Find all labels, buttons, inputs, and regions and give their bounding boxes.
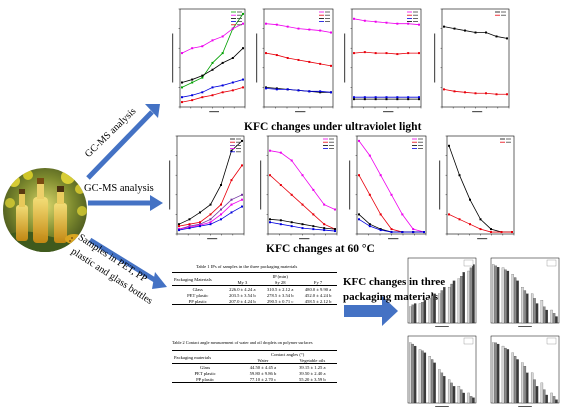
heat-chart-2 xyxy=(260,135,338,240)
table2-cell: 39.15 ± 1.25 a xyxy=(299,364,326,370)
table1-cell: 203.5 ± 3.54 b xyxy=(229,292,256,298)
heat-chart-3 xyxy=(349,135,427,240)
table2-cell: 77.10 ± 2.70 c xyxy=(238,376,288,383)
table2: Packaging materials Contact angles (°) W… xyxy=(172,350,337,383)
arrow-to-bar-charts xyxy=(344,296,398,326)
pack-bar-chart-2 xyxy=(490,257,560,327)
table2-cell: 59.80 ± 9.86 b xyxy=(249,370,277,376)
table2-cell: 39.50 ± 2.40 a xyxy=(299,370,326,376)
table2-cell: 44.50 ± 4.45 a xyxy=(249,364,277,370)
table1-row-name: PP plastic xyxy=(172,298,224,305)
oil-bottles-photo xyxy=(3,168,87,252)
table1-ip-header: IP (min) xyxy=(223,272,337,279)
heat-heading-unit: °C xyxy=(361,243,375,255)
table1-col: Sy 28 xyxy=(261,279,300,286)
table-row: Glass 226.0 ± 4.24 a 310.5 ± 2.12 a 480.… xyxy=(172,286,337,293)
table-row: PET plastic 203.5 ± 3.54 b 278.5 ± 3.54 … xyxy=(172,292,337,298)
table2-cell: 55.20 ± 3.59 b xyxy=(287,376,337,383)
table1-cell: 310.5 ± 2.12 a xyxy=(267,286,294,292)
table1-col: Fy 7 xyxy=(299,279,337,286)
table-row: PP plastic 77.10 ± 2.70 c 55.20 ± 3.59 b xyxy=(172,376,337,383)
arrow-to-uv-charts xyxy=(86,104,160,180)
table1-title: Table 1 IPs of samples in the three pack… xyxy=(196,264,298,269)
table1-cell: 290.5 ± 0.71 c xyxy=(261,298,300,305)
heat-chart-1 xyxy=(169,135,245,240)
heat-heading-text: KFC changes at 60 xyxy=(266,243,362,255)
gcms-analysis-label-middle: GC-MS analysis xyxy=(84,183,154,194)
table1-col: My 3 xyxy=(223,279,262,286)
table1: Packaging Materials IP (min) My 3 Sy 28 … xyxy=(172,272,337,305)
table1-cell: 452.0 ± 4.24 b xyxy=(304,292,332,298)
table1-row-name: Glass xyxy=(192,286,203,292)
heat-heading: KFC changes at 60 °C xyxy=(266,243,375,255)
table-row: PP plastic 207.0 ± 4.24 b 290.5 ± 0.71 c… xyxy=(172,298,337,305)
pack-bar-chart-3 xyxy=(407,335,477,407)
uv-heading: KFC changes under ultraviolet light xyxy=(244,121,422,133)
uv-chart-1 xyxy=(172,8,246,113)
table-row: Glass 44.50 ± 4.45 a 39.15 ± 1.25 a xyxy=(172,364,337,371)
arrow-to-heat-charts xyxy=(88,195,163,211)
arrow-to-packaging-tables xyxy=(88,237,167,289)
table2-col: Water xyxy=(238,357,288,364)
table2-row-name: PET plastic xyxy=(194,370,216,376)
table1-cell: 207.0 ± 4.24 b xyxy=(223,298,262,305)
pack-bar-chart-4 xyxy=(490,335,560,407)
uv-chart-3 xyxy=(344,8,422,113)
table2-angle-header: Contact angles (°) xyxy=(238,350,337,357)
table2-col-group: Packaging materials xyxy=(172,350,239,364)
uv-chart-4 xyxy=(434,8,510,113)
table-row: PET plastic 59.80 ± 9.86 b 39.50 ± 2.40 … xyxy=(172,370,337,376)
table1-cell: 458.5 ± 2.12 b xyxy=(299,298,337,305)
table1-cell: 480.0 ± 9.90 a xyxy=(304,286,332,292)
table1-col-group: Packaging Materials xyxy=(172,272,224,286)
table1-row-name: PET plastic xyxy=(187,292,209,298)
table2-col: Vegetable oils xyxy=(287,357,337,364)
table1-cell: 278.5 ± 3.54 b xyxy=(266,292,294,298)
table2-row-name: PP plastic xyxy=(172,376,239,383)
heat-chart-4 xyxy=(439,135,515,240)
table1-cell: 226.0 ± 4.24 a xyxy=(229,286,256,292)
table2-title: Table 2 Contact angle measurement of wat… xyxy=(172,340,313,345)
packaging-heading-line2: packaging materials xyxy=(343,291,439,303)
pack-bar-chart-1 xyxy=(407,257,477,327)
packaging-heading-line1: KFC changes in three xyxy=(343,276,446,288)
uv-chart-2 xyxy=(256,8,334,113)
table2-row-name: Glass xyxy=(200,364,211,370)
